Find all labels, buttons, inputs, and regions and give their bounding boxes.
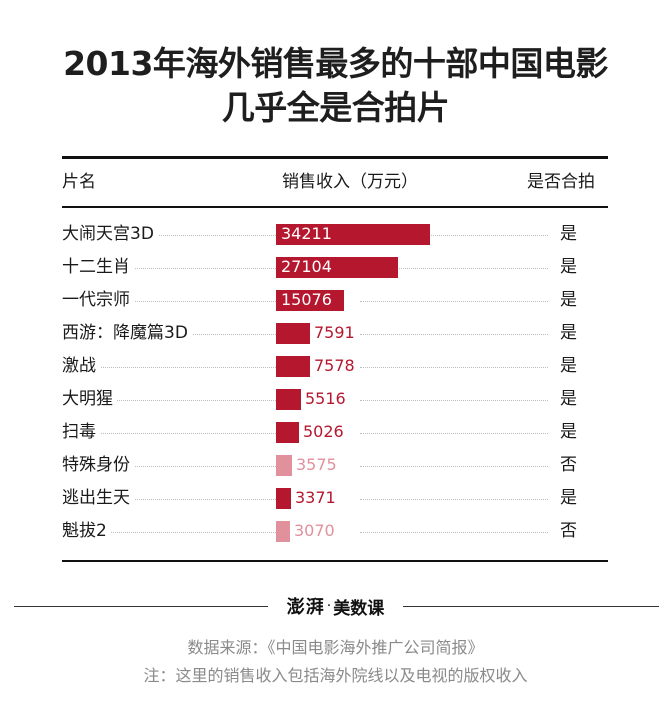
film-name: 十二生肖 — [62, 255, 134, 279]
table-row: 扫毒 5026 是 — [0, 416, 671, 449]
row-leader-left — [62, 433, 276, 434]
header-sales: 销售收入（万元） — [282, 172, 418, 192]
data-source: 数据来源：《中国电影海外推广公司简报》 — [187, 638, 484, 657]
bar-value-label: 3371 — [295, 488, 336, 507]
bar — [276, 323, 310, 344]
chart-title-line-1: 2013年海外销售最多的十部中国电影 — [63, 44, 608, 83]
film-name: 逃出生天 — [62, 486, 134, 510]
film-name: 大明猩 — [62, 387, 117, 411]
row-leader-left — [62, 532, 276, 533]
film-name: 特殊身份 — [62, 453, 134, 477]
row-leader-right — [360, 367, 548, 368]
film-name: 激战 — [62, 354, 100, 378]
bar-value-label: 5516 — [305, 389, 346, 408]
footnote: 注：这里的销售收入包括海外院线以及电视的版权收入 — [143, 666, 528, 685]
row-leader-right — [360, 301, 548, 302]
table-row: 大闹天宫3D 34211 是 — [0, 218, 671, 251]
row-leader-right — [360, 235, 548, 236]
logo-mark: 澎湃 — [286, 597, 325, 618]
coproduction-flag: 否 — [556, 453, 577, 477]
film-name: 魁拔2 — [62, 519, 111, 543]
row-leader-left — [62, 268, 276, 269]
film-name: 一代宗师 — [62, 288, 134, 312]
row-leader-right — [360, 433, 548, 434]
table-row: 魁拔2 3070 否 — [0, 515, 671, 548]
bar — [276, 422, 299, 443]
bar — [276, 224, 430, 245]
header-coproduction: 是否合拍 — [527, 172, 595, 192]
row-leader-left — [62, 499, 276, 500]
coproduction-flag: 是 — [556, 288, 577, 312]
table-row: 十二生肖 27104 是 — [0, 251, 671, 284]
bar — [276, 488, 291, 509]
header-rule — [62, 206, 608, 208]
bar-value-label: 34211 — [281, 224, 332, 243]
bar — [276, 521, 290, 542]
bar — [276, 389, 301, 410]
row-leader-right — [360, 268, 548, 269]
table-row: 逃出生天 3371 是 — [0, 482, 671, 515]
bar-value-label: 5026 — [303, 422, 344, 441]
bar-value-label: 3070 — [294, 521, 335, 540]
footer-divider-right — [403, 606, 659, 607]
coproduction-flag: 否 — [556, 519, 577, 543]
header-film-name: 片名 — [62, 172, 96, 192]
row-leader-right — [360, 532, 548, 533]
table-row: 西游：降魔篇3D 7591 是 — [0, 317, 671, 350]
coproduction-flag: 是 — [556, 222, 577, 246]
row-leader-left — [62, 235, 276, 236]
bar-value-label: 7578 — [314, 356, 355, 375]
logo-text: 美数课 — [333, 598, 385, 619]
coproduction-flag: 是 — [556, 387, 577, 411]
row-leader-left — [62, 400, 276, 401]
bar-value-label: 3575 — [296, 455, 337, 474]
bar-value-label: 7591 — [314, 323, 355, 342]
row-leader-left — [62, 301, 276, 302]
table-row: 激战 7578 是 — [0, 350, 671, 383]
coproduction-flag: 是 — [556, 321, 577, 345]
bar — [276, 455, 292, 476]
row-leader-right — [360, 466, 548, 467]
table-row: 特殊身份 3575 否 — [0, 449, 671, 482]
logo-separator: · — [326, 598, 332, 614]
table-row: 大明猩 5516 是 — [0, 383, 671, 416]
film-name: 大闹天宫3D — [62, 222, 158, 246]
chart-title-line-2: 几乎全是合拍片 — [221, 88, 450, 127]
table-top-rule — [62, 156, 608, 159]
bar-value-label: 27104 — [281, 257, 332, 276]
row-leader-left — [62, 367, 276, 368]
coproduction-flag: 是 — [556, 486, 577, 510]
row-leader-right — [360, 400, 548, 401]
bar — [276, 257, 398, 278]
bar — [276, 356, 310, 377]
table-row: 一代宗师 15076 是 — [0, 284, 671, 317]
row-leader-right — [360, 499, 548, 500]
thepaper-logo: 澎湃 · 美数课 — [270, 592, 401, 620]
bar-value-label: 15076 — [281, 290, 332, 309]
row-leader-right — [360, 334, 548, 335]
footer-divider-left — [14, 606, 268, 607]
film-name: 西游：降魔篇3D — [62, 321, 192, 345]
table-bottom-rule — [62, 560, 608, 562]
row-leader-left — [62, 466, 276, 467]
bar — [276, 290, 344, 311]
coproduction-flag: 是 — [556, 255, 577, 279]
coproduction-flag: 是 — [556, 354, 577, 378]
film-name: 扫毒 — [62, 420, 100, 444]
coproduction-flag: 是 — [556, 420, 577, 444]
